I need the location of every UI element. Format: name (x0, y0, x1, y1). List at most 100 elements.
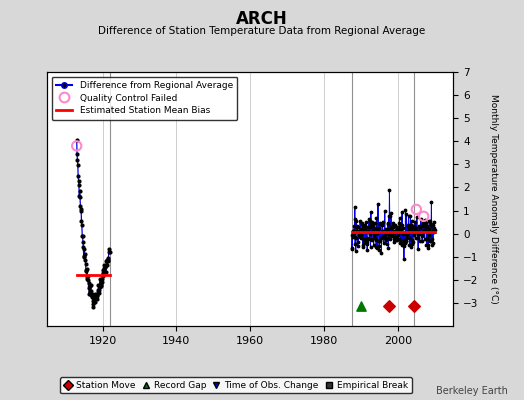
Point (412, 226, 420, 233)
Point (373, 230, 381, 236)
Point (348, 231, 356, 238)
Point (96, 275, 104, 282)
Point (406, 213, 414, 219)
Point (375, 225, 383, 231)
Point (73, 151, 81, 158)
Point (413, 228, 421, 234)
Point (368, 237, 376, 243)
Point (365, 230, 374, 237)
Point (420, 221, 428, 227)
Point (427, 198, 435, 205)
Point (91, 299, 99, 306)
Point (355, 232, 364, 238)
Point (398, 224, 407, 231)
Text: ARCH: ARCH (236, 10, 288, 28)
Point (354, 239, 363, 245)
Point (384, 226, 392, 232)
Point (431, 226, 439, 233)
Point (399, 230, 407, 236)
Point (103, 261, 112, 268)
Point (384, 221, 392, 227)
Point (100, 265, 108, 271)
Point (419, 228, 427, 234)
Point (369, 242, 378, 249)
Point (82, 266, 91, 273)
Point (83, 266, 91, 272)
Point (95, 287, 103, 294)
Point (102, 258, 111, 264)
Point (408, 223, 417, 230)
Point (377, 229, 385, 236)
Point (104, 256, 112, 263)
Point (104, 254, 113, 261)
Point (391, 222, 399, 228)
Point (88, 288, 96, 294)
Point (385, 187, 394, 193)
Point (417, 223, 425, 230)
Point (352, 248, 360, 254)
Point (413, 214, 421, 220)
Point (358, 226, 367, 232)
Point (370, 220, 379, 226)
Point (366, 218, 374, 225)
Point (73, 156, 82, 163)
Point (412, 229, 421, 236)
Point (393, 224, 401, 230)
Point (405, 242, 413, 249)
Point (104, 258, 112, 264)
Point (398, 222, 406, 229)
Point (387, 225, 395, 231)
Point (423, 223, 431, 229)
Point (387, 233, 396, 240)
Point (379, 228, 387, 234)
Point (416, 225, 424, 232)
Point (97, 280, 106, 287)
Point (388, 230, 396, 236)
Point (370, 232, 378, 238)
Point (403, 228, 411, 235)
Point (413, 231, 422, 238)
Point (86, 290, 94, 296)
Point (381, 235, 389, 242)
Point (384, 220, 392, 226)
Point (425, 232, 433, 238)
Point (402, 238, 411, 244)
Point (389, 239, 398, 245)
Point (417, 216, 425, 222)
Point (350, 227, 358, 234)
Point (369, 222, 378, 228)
Point (375, 247, 384, 253)
Point (102, 269, 110, 275)
Point (415, 229, 423, 236)
Point (404, 222, 412, 229)
Point (97, 275, 106, 282)
Point (382, 237, 390, 244)
Point (360, 237, 368, 243)
Point (349, 228, 357, 234)
Point (411, 228, 420, 234)
Point (351, 216, 359, 222)
Point (420, 213, 428, 220)
Legend: Difference from Regional Average, Quality Control Failed, Estimated Station Mean: Difference from Regional Average, Qualit… (52, 76, 237, 120)
Point (354, 242, 362, 249)
Point (399, 231, 408, 238)
Point (90, 296, 98, 302)
Point (353, 224, 362, 230)
Point (427, 222, 435, 229)
Point (387, 223, 396, 230)
Point (406, 235, 414, 242)
Point (379, 233, 388, 239)
Point (424, 242, 432, 248)
Point (397, 227, 406, 233)
Point (357, 232, 365, 238)
Point (389, 220, 397, 226)
Point (407, 244, 415, 250)
Point (378, 221, 387, 227)
Point (400, 242, 408, 249)
Point (364, 223, 372, 230)
Point (418, 231, 427, 237)
Point (81, 261, 90, 267)
Point (363, 238, 372, 245)
Point (88, 294, 96, 300)
Point (76, 194, 84, 200)
